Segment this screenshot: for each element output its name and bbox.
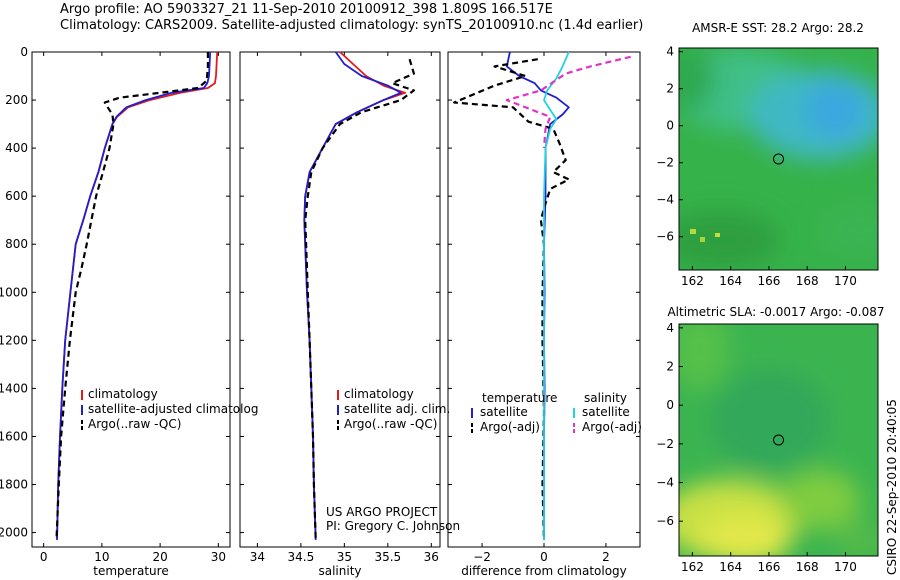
- series-line-climatology: [303, 51, 407, 540]
- x-axis-label: salinity: [318, 564, 361, 578]
- salinity-panel: 34 34.5 35 35.5 36 salinity climatologysatelli…: [239, 51, 450, 578]
- x-tick-label: 2: [602, 550, 610, 564]
- y-tick-label: −2: [656, 156, 674, 170]
- y-tick-label: 0: [666, 119, 674, 133]
- x-tick-label: 34: [250, 550, 265, 564]
- series-line-argo-raw-qc-: [55, 52, 209, 540]
- x-tick-label: 20: [152, 550, 167, 564]
- series-line-climatology: [56, 51, 219, 540]
- series-line-satellite-adjusted-climatology: [56, 51, 212, 540]
- y-tick-label: −6: [656, 514, 674, 528]
- x-tick-label: 0: [40, 550, 48, 564]
- x-tick-label: 164: [719, 560, 742, 574]
- x-tick-label: 164: [719, 274, 742, 288]
- sst-map-title: AMSR-E SST: 28.2 Argo: 28.2: [692, 21, 864, 35]
- sla-map-title: Altimetric SLA: -0.0017 Argo: -0.087: [667, 305, 884, 319]
- x-tick-label: 35: [337, 550, 352, 564]
- x-tick-label: 10: [94, 550, 109, 564]
- float-location-marker: [773, 434, 784, 446]
- y-tick-label: −2: [656, 437, 674, 451]
- x-tick-label: 162: [681, 274, 704, 288]
- x-tick-label: 34.5: [288, 550, 315, 564]
- y-tick-label: 1600: [0, 429, 28, 443]
- y-tick-label: 4: [666, 321, 674, 335]
- series-line-argo-adj-: [505, 55, 631, 149]
- y-tick-label: 0: [666, 398, 674, 412]
- y-tick-label: 1800: [0, 478, 28, 492]
- project-annotation: US ARGO PROJECT: [326, 505, 438, 519]
- climatology-title: Climatology: CARS2009. Satellite-adjuste…: [60, 18, 644, 33]
- x-tick-label: 166: [757, 274, 780, 288]
- x-tick-label: 166: [757, 560, 780, 574]
- y-tick-label: 200: [5, 93, 28, 107]
- x-tick-label: 168: [796, 274, 819, 288]
- sst-map: AMSR-E SST: 28.2 Argo: 28.2 162 164 166 168…: [656, 21, 879, 288]
- y-tick-label: 2: [666, 360, 674, 374]
- legend-label: satellite-adjusted climatolog: [88, 402, 258, 416]
- y-tick-label: 1000: [0, 285, 28, 299]
- x-tick-label: 170: [834, 274, 857, 288]
- y-tick-label: 400: [5, 141, 28, 155]
- y-tick-label: 1200: [0, 333, 28, 347]
- x-tick-label: −2: [473, 550, 491, 564]
- temperature-panel: 0 200 400 600 800 1000 1200 1400 1600 1800 2000 0 10…: [0, 45, 258, 578]
- sla-map-axes: 162 164 166 168 170 4 2 0 −2 −4 −6: [656, 321, 857, 574]
- y-tick-label: 0: [20, 45, 28, 59]
- legend-label: satellite: [480, 405, 528, 419]
- x-tick-label: 0: [540, 550, 548, 564]
- series-line-satellite: [543, 51, 570, 540]
- x-tick-label: 168: [796, 560, 819, 574]
- x-axis-label: temperature: [93, 564, 168, 578]
- plot-frame: [239, 51, 441, 548]
- float-location-marker: [773, 153, 784, 165]
- y-tick-label: −4: [656, 476, 674, 490]
- y-tick-label: 2000: [0, 526, 28, 540]
- legend-label: satellite: [582, 405, 630, 419]
- legend-header: temperature: [482, 391, 557, 405]
- x-axis-label: difference from climatology: [461, 564, 627, 578]
- y-tick-label: 800: [5, 237, 28, 251]
- sst-map-axes: 162 164 166 168 170 4 2 0 −2 −4 −6: [656, 45, 857, 288]
- legend-label: climatology: [88, 387, 158, 401]
- x-tick-label: 36: [424, 550, 439, 564]
- y-tick-label: 2: [666, 82, 674, 96]
- x-tick-label: 162: [681, 560, 704, 574]
- profile-title: Argo profile: AO 5903327_21 11-Sep-2010 …: [60, 2, 553, 17]
- legend-label: Argo(..raw -QC): [88, 417, 181, 431]
- pi-annotation: PI: Gregory C. Johnson: [326, 519, 460, 533]
- x-tick-label: 30: [211, 550, 226, 564]
- legend-header: salinity: [584, 391, 627, 405]
- series-line-argo-raw-qc-: [304, 58, 415, 540]
- series-line-argo-adj-: [453, 58, 570, 540]
- y-tick-label: −6: [656, 230, 674, 244]
- y-tick-label: 1400: [0, 381, 28, 395]
- y-tick-label: 600: [5, 189, 28, 203]
- x-tick-label: 35.5: [374, 550, 401, 564]
- legend-label: Argo(..raw -QC): [344, 417, 437, 431]
- sla-map: Altimetric SLA: -0.0017 Argo: -0.087 162…: [656, 305, 884, 574]
- legend-label: Argo(-adj): [480, 420, 540, 434]
- series-line-satellite-adj-clim-: [303, 51, 402, 540]
- y-tick-label: 4: [666, 45, 674, 59]
- plot-frame: [31, 51, 231, 548]
- legend-label: satellite adj. clim.: [344, 402, 450, 416]
- legend-label: Argo(-adj): [582, 420, 642, 434]
- y-tick-label: −4: [656, 193, 674, 207]
- x-tick-label: 170: [834, 560, 857, 574]
- legend-label: climatology: [344, 387, 414, 401]
